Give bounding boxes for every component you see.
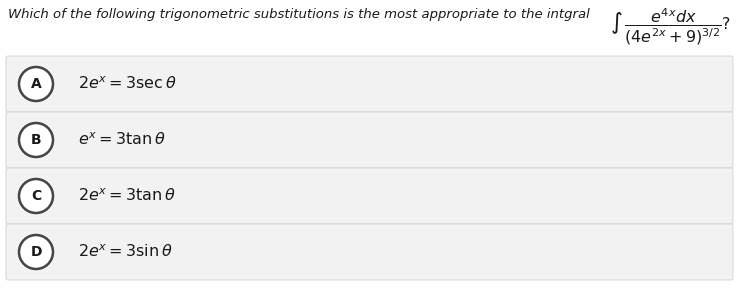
Text: D: D xyxy=(30,245,41,259)
Text: $2e^{x} = 3\sec\theta$: $2e^{x} = 3\sec\theta$ xyxy=(78,76,177,92)
Text: $2e^{x} = 3\tan\theta$: $2e^{x} = 3\tan\theta$ xyxy=(78,188,176,204)
Text: A: A xyxy=(30,77,41,91)
FancyBboxPatch shape xyxy=(6,56,733,112)
Text: $2e^{x} = 3\sin\theta$: $2e^{x} = 3\sin\theta$ xyxy=(78,244,173,260)
FancyBboxPatch shape xyxy=(6,224,733,280)
Circle shape xyxy=(19,123,53,157)
Text: $\int\,\dfrac{e^{4x}dx}{(4e^{2x}+9)^{3/2}}$?: $\int\,\dfrac{e^{4x}dx}{(4e^{2x}+9)^{3/2… xyxy=(610,7,731,47)
Text: Which of the following trigonometric substitutions is the most appropriate to th: Which of the following trigonometric sub… xyxy=(8,8,590,21)
Circle shape xyxy=(19,67,53,101)
Circle shape xyxy=(19,179,53,213)
Circle shape xyxy=(19,235,53,269)
Text: B: B xyxy=(31,133,41,147)
FancyBboxPatch shape xyxy=(6,168,733,224)
Text: $e^{x} = 3\tan\theta$: $e^{x} = 3\tan\theta$ xyxy=(78,132,166,148)
Text: C: C xyxy=(31,189,41,203)
FancyBboxPatch shape xyxy=(6,112,733,168)
